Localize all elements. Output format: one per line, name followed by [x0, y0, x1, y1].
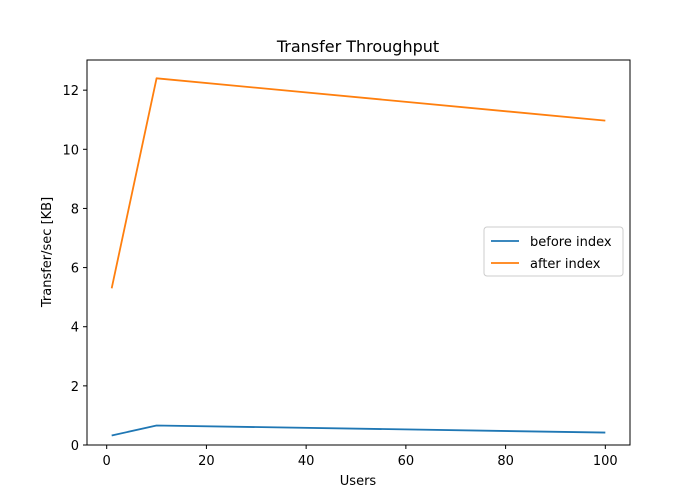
- y-tick-label: 6: [71, 262, 79, 277]
- y-tick-label: 0: [71, 439, 79, 454]
- x-tick-label: 80: [497, 454, 514, 469]
- legend-entry: after index: [530, 257, 601, 272]
- x-axis: 0 20 40 60 80 100: [103, 445, 618, 469]
- y-axis: 0 2 4 6 8 10 12: [62, 84, 87, 454]
- y-tick-label: 12: [62, 84, 79, 99]
- x-tick-label: 60: [398, 454, 415, 469]
- chart-title: Transfer Throughput: [276, 37, 439, 56]
- x-tick-label: 0: [103, 454, 111, 469]
- legend: before index after index: [483, 226, 624, 277]
- x-tick-label: 40: [298, 454, 315, 469]
- x-axis-label: Users: [340, 474, 377, 489]
- y-tick-label: 10: [62, 143, 79, 158]
- legend-entry: before index: [530, 235, 612, 250]
- series-lines: [110, 77, 606, 437]
- y-tick-label: 4: [71, 321, 79, 336]
- series-line-before-index: [111, 424, 606, 437]
- y-tick-label: 8: [71, 202, 79, 217]
- x-tick-label: 100: [593, 454, 618, 469]
- x-tick-label: 20: [198, 454, 215, 469]
- y-tick-label: 2: [71, 380, 79, 395]
- y-axis-label: Transfer/sec [KB]: [40, 197, 55, 308]
- series-line-after-index: [110, 77, 606, 289]
